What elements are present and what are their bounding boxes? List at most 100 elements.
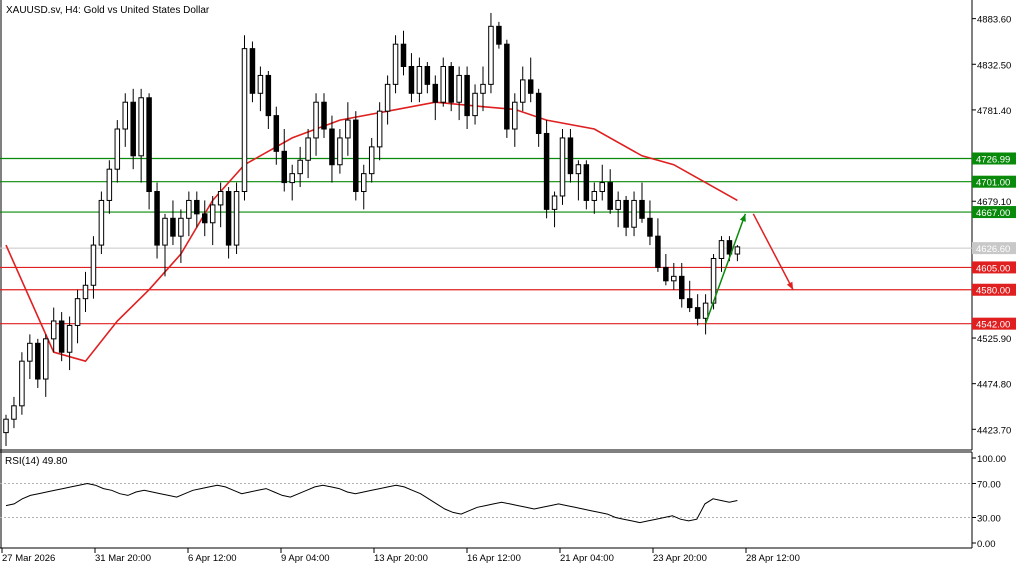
candle [170,200,176,246]
candle [472,84,478,125]
candle [718,236,725,272]
price-tick-label: 4474.80 [977,380,1011,391]
candle-bear-body [194,199,200,215]
candle [496,21,502,49]
time-tick-label: 23 Apr 20:00 [653,553,707,564]
candle-bear-body [281,150,287,184]
candle-bull-body [106,168,113,201]
level-labels: 4726.99 4701.00 4667.00 4605.00 4580.00 4542.… [972,152,1016,331]
candle-bull-body [337,137,343,166]
candle [106,160,113,214]
candle [432,75,439,121]
candle-bull-body [138,97,144,157]
level-tag-4542.00 [972,317,1016,330]
rsi-label: RSI(14) 49.80 [5,456,68,467]
candle [623,195,629,237]
candle-bear-body [607,182,613,210]
candle [456,66,462,121]
projection-arrowhead-up [739,213,746,222]
candle-bear-body [535,92,542,134]
candle [392,35,399,94]
projection-arrowhead-down [786,281,794,290]
candle [257,66,264,112]
candle [305,129,311,179]
candle [178,209,184,263]
candle-bull-body [440,66,446,103]
candle-bull-body [233,191,240,246]
candle [249,41,256,103]
candle-bull-body [599,182,605,193]
candle-bear-body [679,275,685,300]
candle-bull-body [384,83,391,112]
candle-bear-body [567,137,574,175]
candle-bull-body [82,284,89,300]
level-tag-text-4701.00: 4701.00 [976,178,1010,189]
candle [297,146,303,188]
candle [512,93,518,147]
candle [209,195,216,246]
candle-bull-body [209,204,216,224]
candle [202,200,208,237]
price-tick-label: 4679.10 [977,197,1011,208]
moving-average [5,101,738,363]
candle-bull-body [178,217,184,237]
candle-bull-body [74,298,81,326]
candle [416,57,423,103]
time-tick-label: 16 Apr 12:00 [467,553,521,564]
candle [424,62,431,94]
candle [3,414,9,446]
candle [27,334,33,380]
projection-arrow-down [752,213,794,291]
candle [138,88,144,183]
candle-bull-body [368,146,375,175]
candle-bull-body [289,173,295,184]
candle [58,312,65,362]
candle-bear-body [464,74,470,117]
candle-bull-body [559,137,566,197]
candle [408,53,415,103]
candle [353,111,359,201]
candle-bear-body [400,43,407,68]
candle-bear-body [202,213,208,224]
rsi-tick-label: 100.00 [977,454,1006,465]
candle-bull-body [472,92,478,117]
level-tag-4605.00 [972,261,1016,274]
rsi-tick-label: 30.00 [977,514,1001,525]
candle [480,66,486,112]
level-tag-text-4542.00: 4542.00 [976,320,1010,331]
price-tick-label: 4883.60 [977,15,1011,26]
candle [734,245,741,262]
candle [376,102,383,161]
candle [154,182,160,259]
current-price-tag [972,242,1016,255]
candle-bull-body [90,244,97,286]
time-axis: 27 Mar 2026 31 Mar 20:00 6 Apr 12:00 9 Apr … [1,548,800,564]
candle [11,396,17,429]
candle [639,182,645,223]
candle-bull-body [186,199,192,219]
candle [186,191,192,237]
candle-bear-body [663,266,669,282]
projection-arrow-up [704,213,747,324]
candle [98,191,105,255]
candle [337,129,343,174]
candle-bull-body [11,405,17,420]
candle-bull-body [718,240,725,259]
candle-bull-body [480,83,486,94]
candle-bull-body [114,128,121,170]
candle [289,164,295,201]
level-tag-4667.00 [972,206,1016,219]
candle-bear-body [273,115,280,152]
candle [567,129,574,183]
level-tag-text-4580.00: 4580.00 [976,286,1010,297]
candle-bull-body [416,66,423,94]
candle-bear-body [154,191,160,246]
candle-bull-body [575,164,582,175]
candle [464,66,470,130]
time-tick-label: 9 Apr 04:00 [281,553,330,564]
candle [19,352,25,415]
candle [194,191,200,228]
candle [702,294,709,335]
candle-bull-body [217,191,224,206]
candle-bear-body [639,199,645,219]
